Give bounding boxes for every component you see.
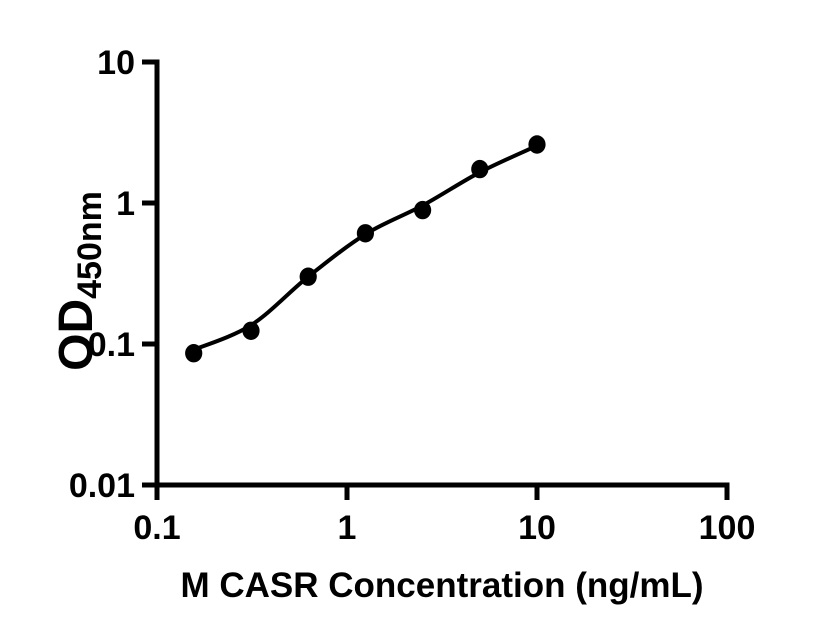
fit-curve-line — [191, 143, 539, 352]
y-tick-label: 1 — [116, 185, 135, 223]
data-point — [471, 159, 489, 179]
data-point — [414, 200, 432, 220]
y-tick-label: 0.01 — [69, 467, 135, 505]
plot-series — [185, 135, 546, 363]
data-point — [185, 344, 203, 363]
axis-labels: M CASR Concentration (ng/mL) OD450nm — [50, 191, 704, 605]
data-point — [356, 224, 374, 243]
data-point — [242, 321, 260, 340]
y-axis-title-main: OD — [50, 299, 103, 371]
x-tick-label: 100 — [699, 509, 756, 547]
y-tick-label: 10 — [97, 44, 135, 82]
data-point — [299, 267, 317, 286]
x-axis-title: M CASR Concentration (ng/mL) — [180, 566, 703, 605]
y-tick-label: 0.1 — [88, 326, 135, 364]
data-point — [528, 135, 546, 154]
y-axis-title: OD450nm — [50, 191, 109, 371]
x-tick-label: 1 — [338, 509, 357, 547]
y-axis-title-sub: 450nm — [71, 191, 109, 299]
axes: 10 1 0.1 0.01 0.1 1 10 100 — [69, 44, 756, 547]
x-tick-label: 10 — [518, 509, 556, 547]
x-tick-label: 0.1 — [133, 509, 180, 547]
